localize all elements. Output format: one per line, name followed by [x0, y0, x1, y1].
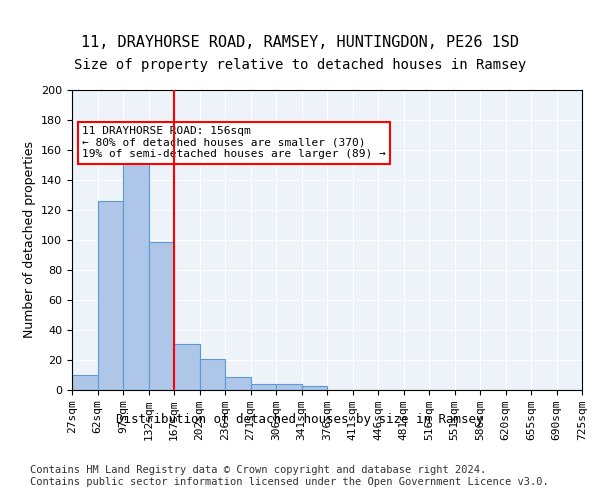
Y-axis label: Number of detached properties: Number of detached properties	[23, 142, 35, 338]
Bar	[225, 376, 251, 390]
Text: 11, DRAYHORSE ROAD, RAMSEY, HUNTINGDON, PE26 1SD: 11, DRAYHORSE ROAD, RAMSEY, HUNTINGDON, …	[81, 35, 519, 50]
Bar	[174, 344, 199, 390]
Bar	[72, 375, 97, 390]
Text: Size of property relative to detached houses in Ramsey: Size of property relative to detached ho…	[74, 58, 526, 71]
Text: Distribution of detached houses by size in Ramsey: Distribution of detached houses by size …	[116, 412, 484, 426]
Bar	[97, 201, 123, 390]
Bar	[302, 386, 327, 390]
Bar	[251, 384, 276, 390]
Bar	[149, 242, 174, 390]
Text: 11 DRAYHORSE ROAD: 156sqm
← 80% of detached houses are smaller (370)
19% of semi: 11 DRAYHORSE ROAD: 156sqm ← 80% of detac…	[82, 126, 386, 159]
Bar	[123, 148, 149, 390]
Text: Contains HM Land Registry data © Crown copyright and database right 2024.
Contai: Contains HM Land Registry data © Crown c…	[30, 465, 549, 486]
Bar	[199, 358, 225, 390]
Bar	[276, 384, 302, 390]
